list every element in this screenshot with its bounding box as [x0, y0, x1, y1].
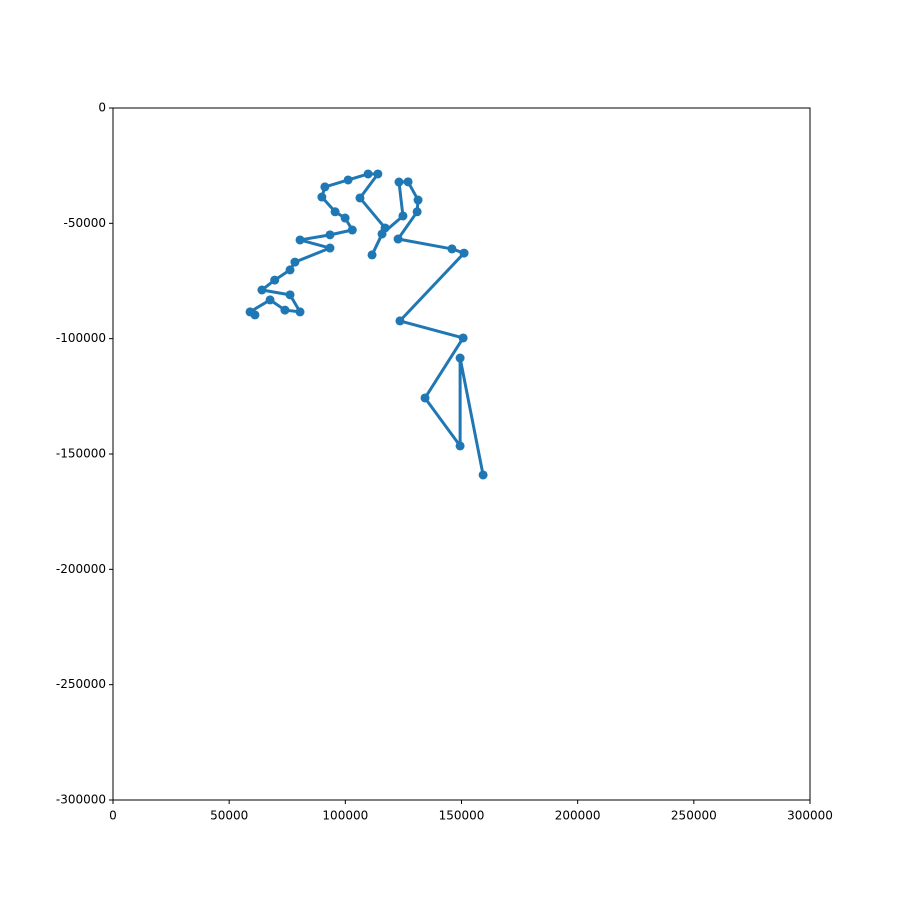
- x-tick-label: 0: [109, 809, 117, 823]
- data-point: [363, 169, 373, 179]
- data-point: [447, 244, 457, 254]
- data-point: [455, 353, 465, 363]
- data-point: [320, 182, 330, 192]
- data-point: [455, 441, 465, 451]
- data-point: [285, 265, 295, 275]
- data-point: [377, 229, 387, 239]
- data-point: [394, 177, 404, 187]
- data-point: [295, 307, 305, 317]
- data-point: [478, 470, 488, 480]
- data-point: [395, 316, 405, 326]
- data-point: [347, 225, 357, 235]
- x-tick-label: 150000: [439, 809, 485, 823]
- data-point: [290, 257, 300, 267]
- data-point: [285, 290, 295, 300]
- y-tick-label: -100000: [56, 331, 106, 345]
- data-point: [317, 192, 327, 202]
- data-point: [325, 230, 335, 240]
- data-point: [257, 285, 267, 295]
- data-point: [280, 305, 290, 315]
- data-point: [355, 193, 365, 203]
- data-point: [393, 234, 403, 244]
- x-tick-label: 300000: [787, 809, 833, 823]
- y-tick-label: -150000: [56, 447, 106, 461]
- y-tick-label: -300000: [56, 793, 106, 807]
- data-point: [295, 235, 305, 245]
- plot-frame: [112, 107, 811, 801]
- y-tick-label: -200000: [56, 562, 106, 576]
- data-point: [245, 307, 255, 317]
- y-tick-label: 0: [98, 101, 106, 115]
- data-point: [265, 295, 275, 305]
- data-point: [398, 211, 408, 221]
- data-point: [330, 207, 340, 217]
- x-tick-label: 50000: [210, 809, 248, 823]
- x-tick-label: 250000: [671, 809, 717, 823]
- data-point: [458, 333, 468, 343]
- data-point: [343, 175, 353, 185]
- data-point: [413, 195, 423, 205]
- y-tick-label: -50000: [63, 216, 106, 230]
- data-point: [459, 248, 469, 258]
- data-point: [420, 393, 430, 403]
- x-tick-label: 100000: [322, 809, 368, 823]
- x-tick-label: 200000: [555, 809, 601, 823]
- data-point: [325, 243, 335, 253]
- data-point: [403, 177, 413, 187]
- data-point: [270, 275, 280, 285]
- data-point: [412, 207, 422, 217]
- data-point: [373, 169, 383, 179]
- y-tick-label: -250000: [56, 677, 106, 691]
- data-point: [367, 250, 377, 260]
- data-point: [340, 213, 350, 223]
